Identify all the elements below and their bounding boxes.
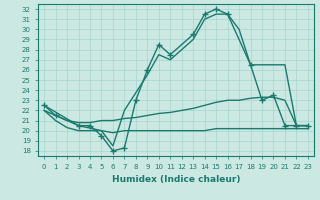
X-axis label: Humidex (Indice chaleur): Humidex (Indice chaleur)	[112, 175, 240, 184]
